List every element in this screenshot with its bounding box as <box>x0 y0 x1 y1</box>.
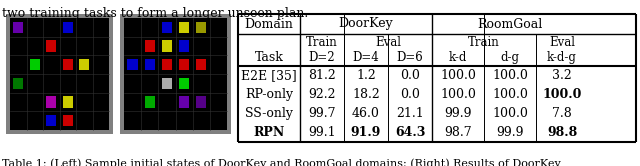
Text: 0.0: 0.0 <box>400 69 420 82</box>
Bar <box>63 59 73 70</box>
Bar <box>179 40 189 52</box>
Text: 46.0: 46.0 <box>352 107 380 120</box>
Bar <box>196 59 207 70</box>
Text: 99.9: 99.9 <box>444 107 472 120</box>
Bar <box>46 96 56 108</box>
Text: 100.0: 100.0 <box>492 88 528 101</box>
Text: 64.3: 64.3 <box>395 126 425 139</box>
Bar <box>63 115 73 126</box>
Text: D=2: D=2 <box>308 50 335 64</box>
Text: 7.8: 7.8 <box>552 107 572 120</box>
Bar <box>179 59 189 70</box>
Bar <box>145 96 155 108</box>
Text: 100.0: 100.0 <box>440 69 476 82</box>
Text: SS-only: SS-only <box>245 107 293 120</box>
Text: 100.0: 100.0 <box>440 88 476 101</box>
Text: 18.2: 18.2 <box>352 88 380 101</box>
Bar <box>196 22 207 33</box>
Text: 99.7: 99.7 <box>308 107 336 120</box>
Bar <box>145 59 155 70</box>
Text: Eval: Eval <box>375 36 401 49</box>
Text: d-g: d-g <box>500 50 520 64</box>
Text: 100.0: 100.0 <box>492 107 528 120</box>
Bar <box>46 115 56 126</box>
Bar <box>124 18 227 130</box>
Text: Train: Train <box>306 36 338 49</box>
Bar <box>10 18 109 130</box>
Bar <box>162 78 172 89</box>
Text: 21.1: 21.1 <box>396 107 424 120</box>
Bar <box>63 22 73 33</box>
Bar <box>63 96 73 108</box>
Text: 100.0: 100.0 <box>492 69 528 82</box>
Bar <box>6 14 113 134</box>
Bar <box>179 78 189 89</box>
Text: 99.1: 99.1 <box>308 126 336 139</box>
Text: RP-only: RP-only <box>245 88 293 101</box>
Text: Domain: Domain <box>244 17 293 31</box>
Text: 99.9: 99.9 <box>496 126 524 139</box>
Text: 0.0: 0.0 <box>400 88 420 101</box>
Bar <box>79 59 89 70</box>
Bar <box>162 22 172 33</box>
Text: RoomGoal: RoomGoal <box>477 17 543 31</box>
Bar <box>162 40 172 52</box>
Text: 92.2: 92.2 <box>308 88 336 101</box>
Text: E2E [35]: E2E [35] <box>241 69 297 82</box>
Text: 81.2: 81.2 <box>308 69 336 82</box>
Text: 98.8: 98.8 <box>547 126 577 139</box>
Text: 1.2: 1.2 <box>356 69 376 82</box>
Text: Eval: Eval <box>549 36 575 49</box>
Bar <box>145 40 155 52</box>
Text: D=6: D=6 <box>397 50 424 64</box>
Text: 100.0: 100.0 <box>542 88 582 101</box>
Bar <box>127 59 138 70</box>
Text: Train: Train <box>468 36 500 49</box>
Bar <box>179 22 189 33</box>
Text: 91.9: 91.9 <box>351 126 381 139</box>
Bar <box>120 14 231 134</box>
Text: 98.7: 98.7 <box>444 126 472 139</box>
Text: two training tasks to form a longer unseen plan.: two training tasks to form a longer unse… <box>2 7 308 20</box>
Text: k-d: k-d <box>449 50 467 64</box>
Bar <box>30 59 40 70</box>
Text: k-d-g: k-d-g <box>547 50 577 64</box>
Text: Task: Task <box>255 50 284 64</box>
Text: RPN: RPN <box>253 126 285 139</box>
Text: 3.2: 3.2 <box>552 69 572 82</box>
Bar <box>46 40 56 52</box>
Bar <box>162 59 172 70</box>
Text: D=4: D=4 <box>353 50 380 64</box>
Text: DoorKey: DoorKey <box>339 17 394 31</box>
Bar <box>196 96 207 108</box>
Bar <box>13 22 23 33</box>
Bar <box>13 78 23 89</box>
Bar <box>179 96 189 108</box>
Text: Table 1: (Left) Sample initial states of DoorKey and RoomGoal domains; (Right) R: Table 1: (Left) Sample initial states of… <box>2 158 561 166</box>
